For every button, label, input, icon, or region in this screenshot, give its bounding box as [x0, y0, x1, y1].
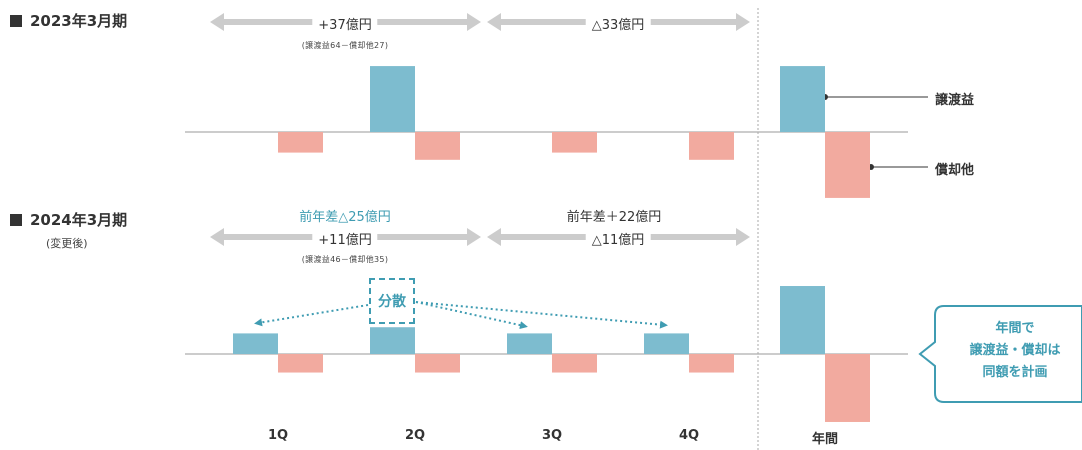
h1-label-2023: +37億円 — [312, 14, 378, 33]
bar-2024-amort-4q — [689, 354, 734, 373]
period-subtitle-2024: (変更後) — [46, 237, 88, 250]
bar-2024-gain-年間 — [780, 286, 825, 354]
legend-gain: 譲渡益 — [935, 93, 975, 108]
h2-label-2023: △33億円 — [585, 14, 651, 33]
bar-2024-gain-1q — [233, 333, 278, 354]
h1-diff-2024: 前年差△25億円 — [299, 210, 391, 225]
bar-2024-gain-2q — [370, 327, 415, 354]
h1-sublabel-2023: (譲渡益64－償却他27) — [301, 41, 389, 50]
axis-label-1q: 1Q — [267, 428, 289, 443]
bar-2024-amort-3q — [552, 354, 597, 373]
axis-label-4q: 4Q — [678, 428, 700, 443]
disperse-box: 分散 — [369, 278, 415, 324]
bar-2024-gain-4q — [644, 333, 689, 354]
h2-label-2024: △11億円 — [585, 229, 651, 248]
bar-2023-amort-4q — [689, 132, 734, 160]
period-title-2023: 2023年3月期 — [10, 10, 127, 31]
legend-amort: 償却他 — [935, 163, 975, 178]
disperse-arrow-1q — [254, 304, 369, 327]
bar-2023-amort-1q — [278, 132, 323, 153]
callout-line-3: 同額を計画 — [982, 365, 1048, 380]
axis-label-annual: 年間 — [811, 432, 839, 447]
bar-2023-amort-3q — [552, 132, 597, 153]
callout-line-2: 譲渡益・償却は — [969, 343, 1061, 358]
period-title-2024: 2024年3月期 — [10, 209, 127, 230]
bar-2023-amort-2q — [415, 132, 460, 160]
disperse-label: 分散 — [378, 294, 406, 310]
bar-2023-gain-2q — [370, 66, 415, 132]
bar-2024-amort-2q — [415, 354, 460, 373]
axis-label-3q: 3Q — [541, 428, 563, 443]
bar-2023-amort-年間 — [825, 132, 870, 198]
period-title-2024-text: 2024年3月期 — [30, 211, 128, 229]
square-bullet-icon — [10, 214, 22, 226]
callout-text: 年間で 譲渡益・償却は 同額を計画 — [945, 318, 1082, 384]
h1-label-2024: +11億円 — [312, 229, 378, 248]
bar-2024-gain-3q — [507, 333, 552, 354]
disperse-arrow-3q — [415, 301, 528, 330]
h1-sublabel-2024: (譲渡益46－償却他35) — [301, 255, 389, 264]
axis-label-2q: 2Q — [404, 428, 426, 443]
disperse-arrow-4q — [415, 301, 668, 329]
bar-2024-amort-1q — [278, 354, 323, 373]
square-bullet-icon — [10, 15, 22, 27]
period-title-2023-text: 2023年3月期 — [30, 12, 128, 30]
bar-2023-gain-年間 — [780, 66, 825, 132]
callout-bubble — [918, 305, 1082, 403]
callout-line-1: 年間で — [995, 321, 1035, 336]
bar-2024-amort-年間 — [825, 354, 870, 422]
h2-diff-2024: 前年差＋22億円 — [566, 210, 662, 225]
